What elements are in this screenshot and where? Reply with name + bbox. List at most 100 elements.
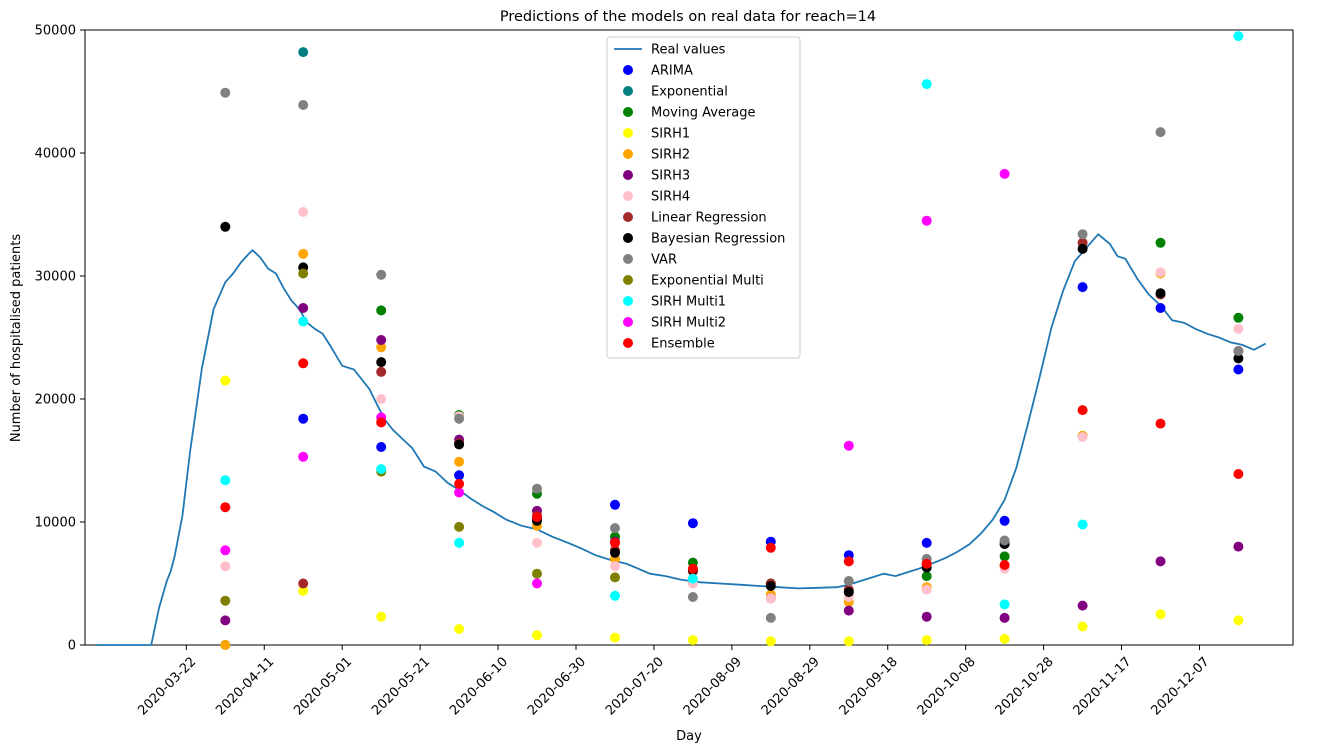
legend-entry-label: SIRH3: [651, 169, 690, 184]
data-point: [610, 561, 620, 572]
data-point: [1233, 31, 1244, 42]
series-moving-average: [376, 237, 1244, 596]
data-point: [999, 633, 1010, 644]
data-point: [298, 207, 309, 217]
data-point: [610, 590, 620, 601]
data-point: [1233, 541, 1244, 552]
data-point: [843, 636, 854, 647]
data-point: [1233, 615, 1244, 626]
x-tick-label: 2020-09-18: [837, 654, 901, 718]
legend-marker-swatch: [623, 296, 633, 306]
data-point: [1077, 432, 1088, 443]
data-point: [610, 572, 620, 583]
x-tick-label: 2020-05-01: [291, 654, 355, 718]
data-point: [999, 612, 1010, 623]
legend-entry-label: SIRH4: [651, 190, 690, 205]
data-point: [610, 632, 620, 643]
data-point: [220, 545, 231, 556]
legend-marker-swatch: [623, 254, 633, 264]
data-point: [298, 316, 309, 327]
data-point: [1233, 353, 1244, 364]
data-point: [298, 358, 309, 369]
data-point: [454, 537, 465, 548]
data-point: [999, 551, 1010, 562]
data-point: [298, 248, 309, 259]
data-point: [1077, 405, 1088, 416]
data-point: [454, 521, 465, 532]
data-point: [376, 357, 387, 368]
series-sirh-multi1: [220, 31, 1244, 610]
legend-marker-swatch: [623, 275, 633, 285]
data-point: [376, 366, 387, 377]
data-point: [843, 605, 854, 616]
data-point: [921, 635, 932, 646]
data-point: [999, 560, 1010, 570]
data-point: [999, 535, 1010, 546]
x-tick-label: 2020-07-20: [603, 654, 667, 718]
legend-marker-swatch: [623, 86, 633, 96]
data-point: [1077, 621, 1088, 632]
data-point: [999, 599, 1010, 610]
data-point: [1233, 346, 1244, 356]
data-point: [220, 502, 231, 513]
legend-entry-label: Real values: [651, 43, 726, 58]
series-ensemble: [220, 358, 1244, 574]
data-point: [687, 563, 698, 574]
data-point: [765, 612, 776, 623]
series-exponential-multi: [220, 268, 620, 606]
data-point: [220, 87, 231, 98]
data-point: [610, 547, 620, 558]
y-tick-label: 10000: [35, 516, 76, 531]
data-point: [454, 470, 465, 481]
legend-entry-label: VAR: [651, 253, 677, 268]
data-point: [220, 561, 231, 572]
data-point: [454, 478, 465, 489]
chart-title: Predictions of the models on real data f…: [500, 9, 876, 25]
legend-box: [606, 36, 801, 359]
legend-entry-label: Moving Average: [651, 106, 755, 121]
series-sirh1: [220, 375, 1244, 647]
data-point: [610, 499, 620, 510]
data-point: [298, 451, 309, 462]
data-point: [220, 615, 231, 626]
data-point: [376, 442, 387, 452]
legend-marker-swatch: [623, 317, 633, 327]
y-tick-label: 0: [68, 639, 76, 654]
legend-marker-swatch: [623, 65, 633, 75]
x-tick-label: 2020-10-28: [993, 654, 1057, 718]
data-point: [843, 556, 854, 567]
y-axis-label: Number of hospitalised patients: [9, 234, 24, 443]
data-point: [921, 558, 932, 569]
legend-entry-label: Bayesian Regression: [651, 232, 785, 247]
data-point: [921, 584, 932, 595]
data-point: [1233, 469, 1244, 479]
y-tick-label: 40000: [35, 147, 76, 162]
data-point: [843, 587, 854, 598]
data-point: [1155, 237, 1166, 248]
data-point: [454, 439, 465, 450]
data-point: [687, 518, 698, 529]
data-point: [298, 578, 309, 589]
legend-marker-swatch: [623, 128, 633, 138]
data-point: [1077, 519, 1088, 530]
data-point: [1155, 288, 1166, 299]
legend-marker-swatch: [623, 170, 633, 180]
data-point: [765, 593, 776, 604]
data-point: [220, 375, 231, 386]
x-tick-label: 2020-12-07: [1148, 654, 1212, 718]
data-point: [921, 611, 932, 622]
x-tick-label: 2020-10-08: [915, 654, 979, 718]
data-point: [376, 611, 387, 622]
data-point: [454, 487, 465, 498]
data-point: [220, 221, 231, 232]
x-tick-label: 2020-11-17: [1071, 654, 1135, 718]
data-point: [376, 464, 387, 475]
legend-marker-swatch: [623, 233, 633, 243]
data-point: [220, 475, 231, 486]
x-tick-label: 2020-08-29: [759, 654, 823, 718]
data-point: [765, 636, 776, 647]
legend-entry-label: Exponential Multi: [651, 274, 764, 289]
legend-marker-swatch: [623, 338, 633, 348]
data-point: [1155, 303, 1166, 313]
data-point: [687, 573, 698, 584]
